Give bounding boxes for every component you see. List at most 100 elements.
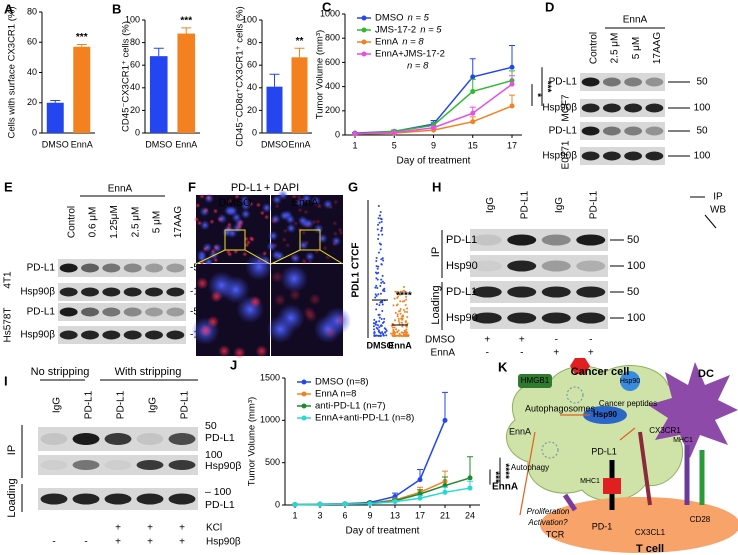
x-tick-label: DMSO (145, 139, 172, 149)
dot (375, 265, 378, 268)
cell-line: MCF7 (561, 94, 572, 122)
group-label: IP (6, 445, 18, 455)
blot-band (136, 460, 164, 470)
treatment-sign: + (588, 348, 594, 359)
x-tick-label: 21 (440, 510, 450, 520)
stain-label: PD-L1 (231, 182, 262, 194)
diagram-shapes (506, 358, 738, 553)
dot (377, 293, 380, 296)
blot-band (576, 260, 606, 272)
condition-label: DMSO (219, 197, 252, 209)
cell-line: 4T1 (3, 271, 14, 289)
blot-band (624, 151, 643, 161)
lane-label: IgG (52, 397, 63, 413)
hmgb1-box (518, 374, 552, 388)
blot-strip (38, 455, 198, 475)
legend-label: EnnA n=8 (315, 389, 356, 400)
blot-band (645, 103, 664, 113)
blot-band (541, 312, 571, 324)
lane-label: 17AAG (173, 206, 184, 238)
lane-label: Control (588, 32, 599, 64)
treatment-sign: - (486, 348, 489, 359)
zoom-box (299, 229, 321, 251)
y-axis-label: PDL1 CTCF (351, 243, 362, 298)
legend-note: n = 8 (407, 61, 429, 72)
legend-marker (361, 51, 367, 57)
error-bar (153, 47, 164, 57)
blot-strip (580, 99, 665, 117)
diagram-label: Activation? (527, 518, 568, 527)
mw-marker: 50 (696, 126, 708, 137)
group-label: With stripping (115, 366, 182, 378)
significance: *** (76, 32, 88, 43)
lane-label: PD-L1 (588, 190, 599, 219)
blot-band (59, 307, 78, 317)
dot (403, 290, 406, 293)
dot (375, 294, 378, 297)
dot (379, 211, 382, 214)
dot (400, 331, 403, 334)
treatment-sign: + (147, 537, 153, 548)
dot (399, 308, 402, 311)
cx3cr1-receptor (638, 431, 652, 506)
right-label: Hsp90β (205, 460, 241, 472)
diagram-label: EnnA (509, 426, 531, 436)
dot (377, 223, 380, 226)
stain-spot (196, 277, 209, 290)
blot-band (40, 433, 68, 445)
dot (394, 311, 397, 314)
y-tick-label: 600 (325, 57, 340, 67)
dot (385, 334, 388, 337)
panel-label: K (498, 359, 508, 374)
stain-spot (255, 202, 261, 208)
y-tick-label: 80 (27, 6, 37, 16)
dot (376, 267, 379, 270)
dot (374, 293, 377, 296)
blot-band (104, 493, 132, 505)
blot-band (507, 234, 537, 246)
nucleus (317, 233, 328, 244)
y-tick-label: 40 (27, 67, 37, 77)
blot-band (145, 287, 163, 297)
legend-label: EnnA+JMS-17-2 (375, 49, 445, 60)
blot-band (645, 151, 664, 161)
dot (381, 303, 384, 306)
dot (403, 329, 406, 332)
dot (373, 318, 376, 321)
blot-band (123, 307, 142, 317)
lane-label: IgG (554, 197, 565, 213)
dot (395, 292, 398, 295)
group-label: Loading (6, 478, 18, 517)
dot (378, 313, 381, 316)
autophagosome (541, 441, 559, 459)
stain-spot (248, 236, 254, 242)
zoom-lines (195, 249, 344, 265)
stain-spot (255, 345, 268, 358)
dot (402, 286, 405, 289)
x-axis-label: Day of treatment (346, 526, 420, 537)
dot (383, 287, 386, 290)
error-bar (76, 44, 87, 47)
x-tick-label: EnnA (288, 139, 310, 149)
dot (375, 326, 378, 329)
row-label: Hsp90 (446, 260, 478, 272)
legend-marker (361, 39, 367, 45)
dot (397, 319, 400, 322)
diagram-label: Hsp90 (593, 410, 618, 419)
header-label: WB (710, 205, 726, 216)
dot (396, 334, 399, 337)
blot-band (602, 126, 621, 136)
y-tick-label: 100 (125, 14, 140, 24)
dot (375, 260, 378, 263)
x-tick-label: DMSO (261, 139, 288, 149)
point-marker (470, 74, 476, 80)
y-tick-label: 20 (27, 97, 37, 107)
dot (407, 334, 410, 337)
blot-band (507, 286, 537, 298)
x-tick-label: 9 (367, 510, 372, 520)
y-tick-label: 800 (325, 33, 340, 43)
blot-band (472, 312, 502, 324)
legend-note: n = 5 (420, 25, 442, 36)
dot (381, 274, 384, 277)
dot (401, 325, 404, 328)
